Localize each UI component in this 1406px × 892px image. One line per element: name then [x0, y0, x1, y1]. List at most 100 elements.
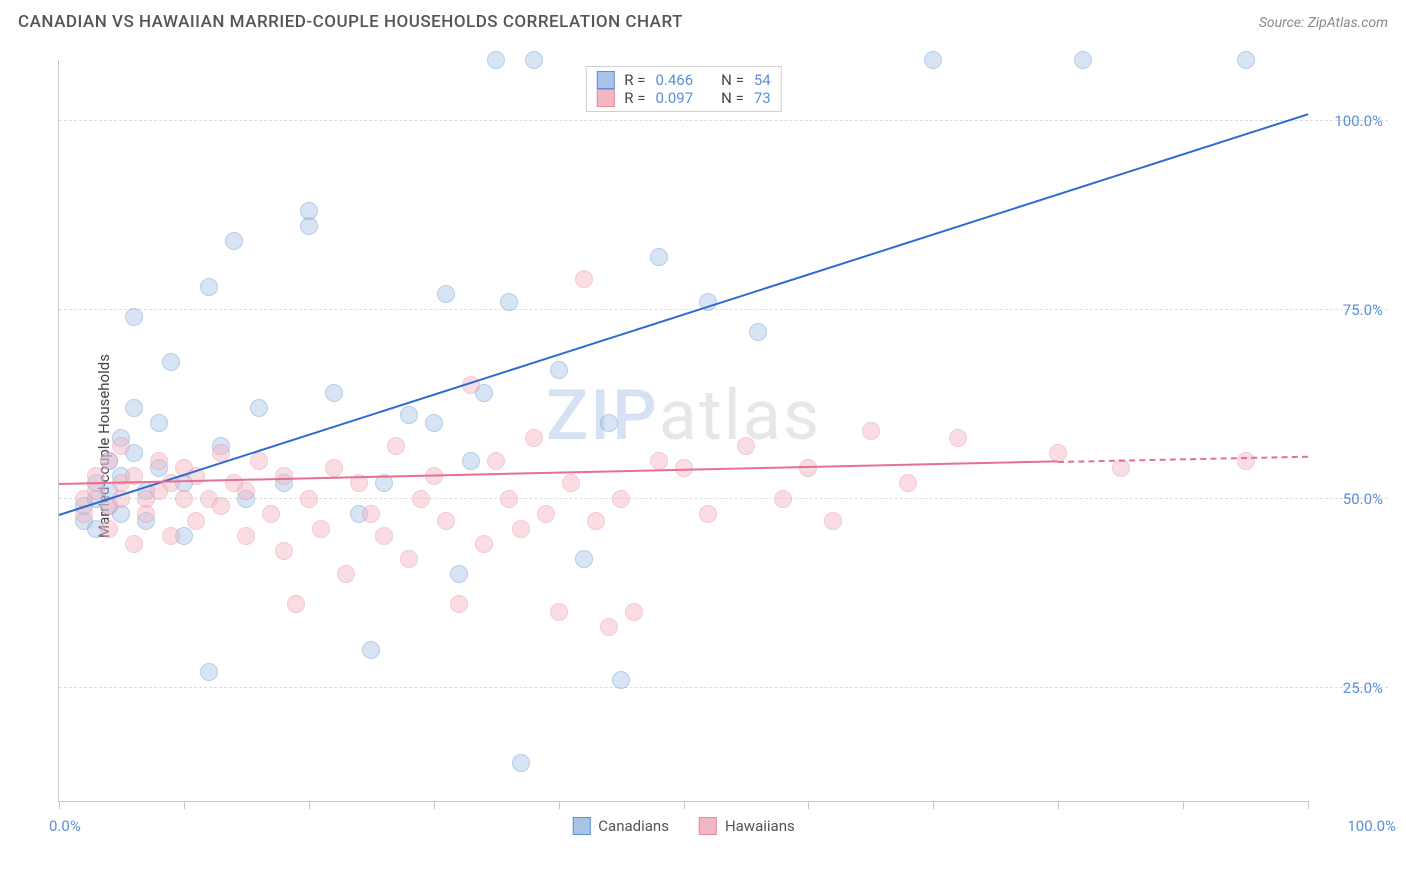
data-point	[1112, 459, 1130, 477]
data-point	[275, 467, 293, 485]
data-point	[1074, 51, 1092, 69]
data-point	[125, 399, 143, 417]
data-point	[137, 505, 155, 523]
data-point	[337, 565, 355, 583]
chart-source: Source: ZipAtlas.com	[1259, 15, 1388, 31]
legend-row-hawaiians: R = 0.097 N = 73	[596, 89, 770, 107]
trend-line	[59, 113, 1309, 516]
data-point	[362, 641, 380, 659]
x-tick	[434, 801, 435, 809]
n-value-hawaiians: 73	[754, 89, 771, 107]
legend-swatch-hawaiians	[596, 89, 614, 107]
data-point	[125, 308, 143, 326]
x-tick	[933, 801, 934, 809]
data-point	[1237, 51, 1255, 69]
legend-swatch-hawaiians-bottom	[699, 817, 717, 835]
data-point	[400, 550, 418, 568]
data-point	[500, 293, 518, 311]
data-point	[575, 550, 593, 568]
data-point	[587, 512, 605, 530]
plot-area: Married-couple Households ZIPatlas R = 0…	[18, 50, 1388, 842]
data-point	[125, 535, 143, 553]
x-axis-min-label: 0.0%	[49, 817, 81, 835]
data-point	[774, 490, 792, 508]
data-point	[100, 452, 118, 470]
x-axis-max-label: 100.0%	[1347, 817, 1396, 835]
gridline	[59, 309, 1388, 310]
data-point	[450, 565, 468, 583]
y-tick-label: 25.0%	[1343, 679, 1383, 697]
data-point	[375, 527, 393, 545]
data-point	[512, 754, 530, 772]
watermark: ZIPatlas	[546, 375, 821, 457]
data-point	[300, 490, 318, 508]
x-tick	[559, 801, 560, 809]
data-point	[525, 429, 543, 447]
data-point	[612, 490, 630, 508]
series-legend: Canadians Hawaiians	[572, 817, 794, 835]
data-point	[600, 414, 618, 432]
x-tick	[808, 801, 809, 809]
gridline	[59, 687, 1388, 688]
data-point	[462, 452, 480, 470]
gridline	[59, 498, 1388, 499]
data-point	[550, 603, 568, 621]
data-point	[362, 505, 380, 523]
x-tick	[1308, 801, 1309, 809]
data-point	[150, 452, 168, 470]
data-point	[575, 270, 593, 288]
x-tick	[59, 801, 60, 809]
correlation-legend: R = 0.466 N = 54 R = 0.097 N = 73	[585, 66, 781, 112]
data-point	[862, 422, 880, 440]
data-point	[487, 51, 505, 69]
data-point	[487, 452, 505, 470]
data-point	[200, 278, 218, 296]
chart-header: CANADIAN VS HAWAIIAN MARRIED-COUPLE HOUS…	[18, 12, 1388, 32]
data-point	[650, 248, 668, 266]
r-value-canadians: 0.466	[655, 71, 693, 89]
legend-swatch-canadians-bottom	[572, 817, 590, 835]
data-point	[437, 285, 455, 303]
data-point	[287, 595, 305, 613]
legend-swatch-canadians	[596, 71, 614, 89]
data-point	[699, 505, 717, 523]
x-tick	[1058, 801, 1059, 809]
data-point	[500, 490, 518, 508]
x-tick	[684, 801, 685, 809]
data-point	[162, 353, 180, 371]
data-point	[275, 542, 293, 560]
data-point	[325, 384, 343, 402]
data-point	[112, 437, 130, 455]
data-point	[924, 51, 942, 69]
data-point	[562, 474, 580, 492]
data-point	[387, 437, 405, 455]
data-point	[612, 671, 630, 689]
data-point	[300, 202, 318, 220]
data-point	[737, 437, 755, 455]
data-point	[625, 603, 643, 621]
data-point	[175, 490, 193, 508]
data-point	[250, 452, 268, 470]
x-tick	[309, 801, 310, 809]
data-point	[312, 520, 330, 538]
data-point	[450, 595, 468, 613]
data-point	[949, 429, 967, 447]
r-value-hawaiians: 0.097	[655, 89, 693, 107]
chart-title: CANADIAN VS HAWAIIAN MARRIED-COUPLE HOUS…	[18, 12, 683, 32]
data-point	[512, 520, 530, 538]
data-point	[100, 520, 118, 538]
data-point	[400, 406, 418, 424]
data-point	[187, 512, 205, 530]
data-point	[237, 527, 255, 545]
data-point	[212, 497, 230, 515]
data-point	[749, 323, 767, 341]
x-tick	[1183, 801, 1184, 809]
gridline	[59, 120, 1388, 121]
scatter-plot: ZIPatlas R = 0.466 N = 54 R = 0.097 N = …	[58, 60, 1308, 802]
data-point	[200, 663, 218, 681]
data-point	[799, 459, 817, 477]
data-point	[475, 535, 493, 553]
y-tick-label: 75.0%	[1343, 301, 1383, 319]
data-point	[412, 490, 430, 508]
n-value-canadians: 54	[754, 71, 771, 89]
